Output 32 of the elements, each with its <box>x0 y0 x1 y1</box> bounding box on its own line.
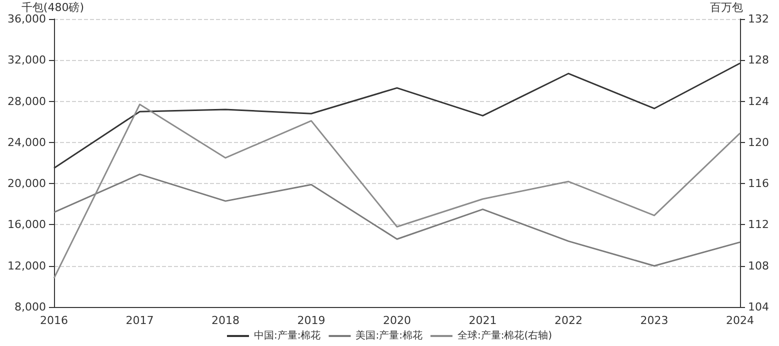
y2-tick-label: 120 <box>748 136 769 149</box>
x-tick-label: 2021 <box>468 314 497 327</box>
y-tick-label: 16,000 <box>8 218 46 232</box>
y-tick-label: 24,000 <box>8 136 46 149</box>
x-tick-label: 2020 <box>383 314 411 327</box>
y2-tick-label: 128 <box>748 54 769 67</box>
y2-axis-title: 百万包 <box>710 1 743 14</box>
x-tick-label: 2024 <box>726 314 754 327</box>
x-tick-label: 2022 <box>554 314 582 327</box>
line-series <box>53 174 741 267</box>
y-tick-label: 32,000 <box>8 54 46 67</box>
x-tick-label: 2019 <box>297 314 326 327</box>
y2-tick-label: 132 <box>748 12 769 26</box>
legend-label: 全球:产量:棉花(右轴) <box>457 330 552 342</box>
y2-tick-label: 108 <box>748 259 769 272</box>
y-axis-title: 千包(480磅) <box>21 1 84 14</box>
y-tick-label: 28,000 <box>8 94 46 108</box>
y-tick-label: 36,000 <box>8 12 46 26</box>
x-tick-label: 2023 <box>640 314 668 327</box>
x-tick-label: 2017 <box>126 314 154 327</box>
y-tick-label: 8,000 <box>14 300 46 314</box>
legend-label: 中国:产量:棉花 <box>254 330 321 342</box>
y2-tick-label: 124 <box>748 94 769 108</box>
y2-tick-label: 104 <box>748 300 769 314</box>
x-tick-label: 2016 <box>40 314 68 327</box>
line-series <box>53 104 741 279</box>
legend-label: 美国:产量:棉花 <box>356 330 422 342</box>
y-tick-label: 12,000 <box>8 259 46 272</box>
x-tick-label: 2018 <box>212 314 240 327</box>
y-tick-label: 20,000 <box>8 177 46 190</box>
y2-tick-label: 112 <box>748 218 769 232</box>
y2-tick-label: 116 <box>748 177 769 190</box>
